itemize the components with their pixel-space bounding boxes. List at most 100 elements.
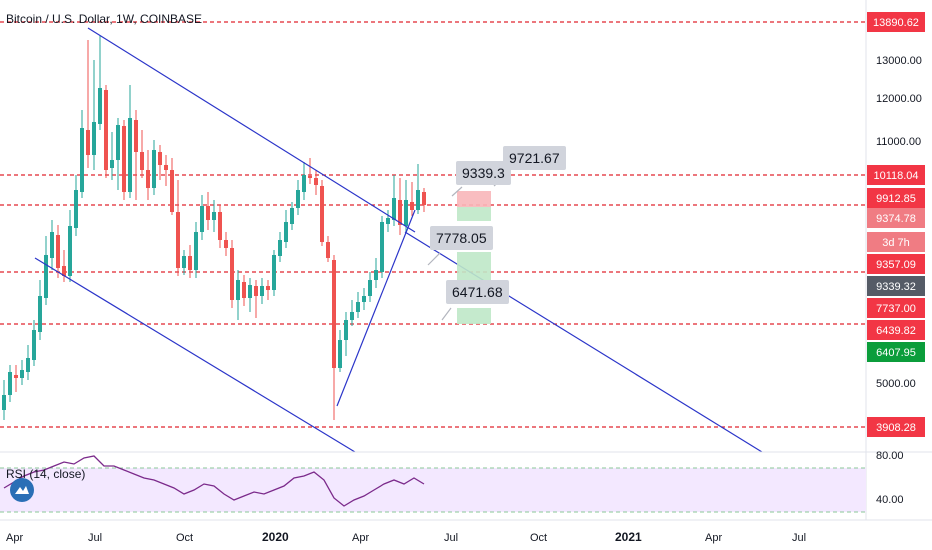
price-badge-bg — [867, 276, 925, 296]
candle-body — [224, 240, 228, 248]
price-badge-label: 6439.82 — [876, 325, 916, 337]
candle-body — [254, 286, 258, 296]
price-badge-label: 9374.78 — [876, 213, 916, 225]
price-callout[interactable]: 9339.3 — [456, 161, 511, 185]
candle-body — [266, 286, 270, 290]
tradingview-logo-icon[interactable] — [10, 478, 34, 502]
time-label: Apr — [705, 532, 722, 544]
price-tick: 13000.00 — [876, 55, 922, 67]
candle-body — [278, 240, 282, 256]
price-badge-label: 7737.00 — [876, 303, 916, 315]
price-badge-label: 9912.85 — [876, 193, 916, 205]
rsi-pane[interactable]: 80.00 40.00 — [0, 450, 932, 513]
price-badge-bg — [867, 417, 925, 437]
candle-body — [146, 170, 150, 188]
candle-body — [38, 296, 42, 332]
candle-body — [122, 126, 126, 192]
price-badges: 13890.62 10118.04 9912.85 9374.78 3d 7h 9357.… — [867, 12, 925, 437]
candle-body — [374, 270, 378, 280]
candle-body — [14, 375, 18, 378]
candle-body — [26, 358, 30, 372]
price-badge-label: 9339.32 — [876, 281, 916, 293]
candle-body — [404, 200, 408, 226]
candle-body — [182, 256, 186, 268]
candle-body — [398, 200, 402, 225]
rsi-band — [0, 468, 866, 512]
price-callout[interactable]: 7778.05 — [430, 226, 493, 250]
candle-body — [368, 280, 372, 296]
rsi-indicator-title[interactable]: RSI (14, close) — [6, 467, 86, 481]
price-callout[interactable]: 9721.67 — [503, 146, 566, 170]
candle-body — [20, 370, 24, 378]
trendlines[interactable] — [34, 27, 763, 453]
candle-body — [32, 330, 36, 360]
candle-body — [212, 212, 216, 220]
price-callout[interactable]: 6471.68 — [446, 280, 509, 304]
candle-body — [68, 226, 72, 276]
time-label: Jul — [88, 532, 102, 544]
price-badge-label: 13890.62 — [873, 17, 919, 29]
price-axis[interactable]: 13000.00 12000.00 11000.00 5000.00 — [865, 0, 922, 520]
target-zone-green-1 — [457, 207, 491, 221]
time-label: Apr — [6, 532, 23, 544]
candle-body — [350, 312, 354, 320]
candle-body — [260, 286, 264, 296]
price-badge-bg — [867, 188, 925, 208]
candle-body — [188, 256, 192, 270]
candle-body — [110, 160, 114, 168]
candle-body — [170, 170, 174, 212]
time-label: Jul — [444, 532, 458, 544]
candle-body — [236, 280, 240, 300]
candle-body — [194, 232, 198, 270]
upper-trendline — [87, 27, 416, 233]
candle-body — [362, 296, 366, 302]
price-badge-label: 3908.28 — [876, 422, 916, 434]
target-zone-green-3 — [457, 308, 491, 324]
time-axis[interactable]: Apr Jul Oct 2020 Apr Jul Oct 2021 Apr Ju… — [0, 519, 932, 544]
candle-body — [296, 190, 300, 208]
candle-body — [158, 152, 162, 165]
candle-body — [386, 218, 390, 224]
candle-body — [218, 212, 222, 240]
candle-body — [308, 176, 312, 178]
price-badge-label: 9357.09 — [876, 259, 916, 271]
price-tick: 12000.00 — [876, 93, 922, 105]
candle-body — [176, 212, 180, 268]
time-label: Oct — [176, 532, 193, 544]
time-label: Oct — [530, 532, 547, 544]
rsi-axis-upper: 80.00 — [876, 450, 904, 462]
candle-body — [380, 222, 384, 272]
candlestick-series — [2, 35, 426, 420]
candle-body — [98, 88, 102, 124]
price-badge-bg — [867, 232, 925, 252]
candle-body — [152, 150, 156, 188]
candle-body — [284, 222, 288, 242]
candle-body — [356, 302, 360, 312]
candle-body — [206, 206, 210, 220]
candle-body — [74, 190, 78, 228]
candle-body — [86, 130, 90, 155]
time-label: 2021 — [615, 530, 642, 544]
rsi-axis-lower: 40.00 — [876, 494, 904, 506]
price-tick: 11000.00 — [876, 136, 921, 148]
target-zone-red — [457, 191, 491, 207]
candle-body — [80, 128, 84, 192]
candle-body — [8, 372, 12, 395]
symbol-title[interactable]: Bitcoin / U.S. Dollar, 1W, COINBASE — [6, 12, 203, 26]
candle-body — [140, 152, 144, 170]
candle-body — [50, 232, 54, 258]
candle-body — [116, 125, 120, 160]
candle-body — [332, 260, 336, 368]
time-label: Jul — [792, 532, 806, 544]
price-badge-label: 3d 7h — [882, 237, 910, 249]
price-badge-label: 10118.04 — [873, 170, 918, 182]
target-zone-green-2 — [457, 252, 491, 282]
price-badge-label: 6407.95 — [876, 347, 916, 359]
rsi-line — [3, 455, 425, 507]
time-label: 2020 — [262, 530, 289, 544]
candle-body — [2, 395, 6, 410]
candle-body — [326, 242, 330, 258]
time-label: Apr — [352, 532, 369, 544]
price-badge-bg — [867, 254, 925, 274]
